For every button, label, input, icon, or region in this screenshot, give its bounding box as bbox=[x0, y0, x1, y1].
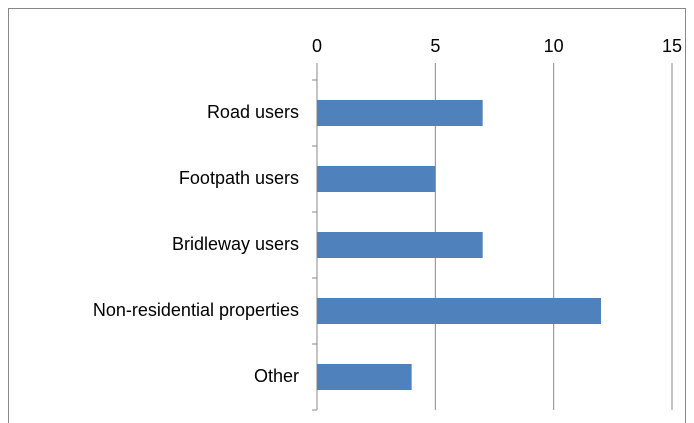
y-tick-label: Other bbox=[254, 366, 299, 386]
y-tick-label: Footpath users bbox=[179, 168, 299, 188]
chart-border bbox=[8, 8, 686, 423]
bar bbox=[317, 100, 483, 126]
x-tick-label: 5 bbox=[430, 36, 440, 56]
y-tick-label: Road users bbox=[207, 102, 299, 122]
bar bbox=[317, 298, 601, 324]
bar bbox=[317, 166, 436, 192]
x-tick-label: 10 bbox=[544, 36, 564, 56]
bar bbox=[317, 232, 483, 258]
x-tick-label: 15 bbox=[662, 36, 682, 56]
y-tick-label: Bridleway users bbox=[172, 234, 299, 254]
x-tick-label: 0 bbox=[312, 36, 322, 56]
bar bbox=[317, 364, 412, 390]
y-tick-label: Non-residential properties bbox=[93, 300, 299, 320]
